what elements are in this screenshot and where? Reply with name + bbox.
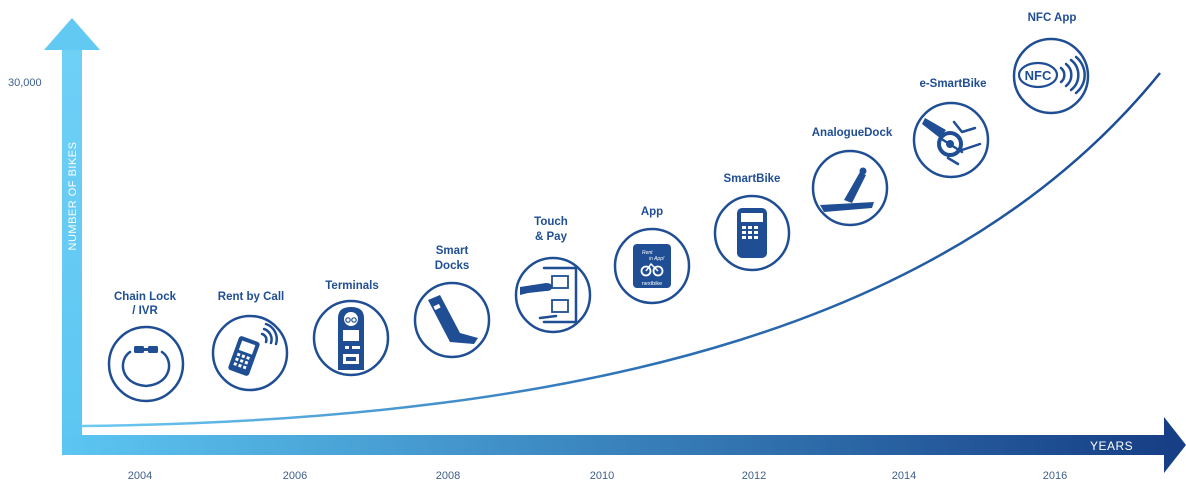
y-axis-bar [62, 46, 82, 449]
y-axis-title: NUMBER OF BIKES [67, 142, 79, 251]
milestone-circle [107, 325, 185, 403]
milestone-terminals: Terminals [312, 280, 390, 377]
milestone-label: Smart [436, 245, 469, 257]
x-axis: YEARS [62, 417, 1186, 473]
milestone-label: App [641, 206, 663, 218]
milestone-label: AnalogueDock [812, 127, 893, 139]
terminal-icon [338, 307, 364, 370]
milestone-label: / IVR [132, 305, 158, 317]
milestone-circle [811, 149, 889, 227]
x-axis-title: YEARS [1090, 439, 1133, 453]
x-axis-bar [62, 435, 1168, 455]
year-label: 2012 [742, 470, 766, 481]
nfc-icon: NFC [1017, 55, 1086, 95]
milestone-circle [514, 256, 592, 334]
analogue-dock-icon [820, 167, 874, 212]
milestone-label: Docks [435, 260, 470, 272]
milestone-circle [1012, 37, 1090, 115]
milestone-label: & Pay [535, 231, 568, 243]
milestone-smartbike: SmartBike [713, 173, 791, 272]
y-axis-tick-label: 30,000 [8, 77, 42, 89]
year-label: 2014 [892, 470, 916, 481]
milestone-chain-lock: Chain Lock / IVR [107, 291, 185, 403]
milestone-nfc-app: NFC App NFC [1012, 12, 1090, 115]
milestone-app: App Rent in App! nextbike [613, 206, 691, 305]
app-icon-text: Rent [642, 250, 653, 256]
growth-curve [81, 72, 1161, 428]
year-label: 2008 [436, 470, 460, 481]
milestone-label: Touch [534, 216, 568, 228]
smart-dock-icon [428, 295, 478, 344]
smartbike-icon [737, 208, 767, 258]
touch-pay-icon [520, 266, 578, 324]
milestone-circle [912, 101, 990, 179]
milestone-touch-pay: Touch & Pay [514, 216, 592, 334]
milestone-label: Terminals [325, 280, 378, 292]
milestone-label: Rent by Call [218, 291, 284, 303]
milestone-analogue-dock: AnalogueDock [811, 127, 893, 227]
year-labels: 2004 2006 2008 2010 2012 2014 2016 [128, 470, 1067, 481]
year-label: 2010 [590, 470, 614, 481]
app-icon-text: in App! [649, 256, 665, 262]
milestone-smart-docks: Smart Docks [413, 245, 491, 359]
year-label: 2006 [283, 470, 307, 481]
mobile-phone-icon [228, 322, 278, 376]
chain-lock-icon [121, 346, 171, 388]
milestone-rent-by-call: Rent by Call [211, 291, 289, 392]
milestone-label: e-SmartBike [919, 78, 986, 90]
e-smartbike-icon [922, 118, 982, 166]
milestone-label: Chain Lock [114, 291, 177, 303]
year-label: 2004 [128, 470, 152, 481]
app-icon-text: nextbike [642, 281, 663, 287]
app-icon: Rent in App! nextbike [633, 244, 671, 288]
milestone-label: SmartBike [724, 173, 781, 185]
y-axis-arrowhead [44, 18, 100, 50]
milestone-label: NFC App [1028, 12, 1077, 24]
x-axis-arrowhead [1164, 417, 1186, 473]
year-label: 2016 [1043, 470, 1067, 481]
nfc-icon-text: NFC [1025, 68, 1052, 83]
y-axis: NUMBER OF BIKES 30,000 [8, 18, 100, 449]
milestone-e-smartbike: e-SmartBike [912, 78, 990, 179]
